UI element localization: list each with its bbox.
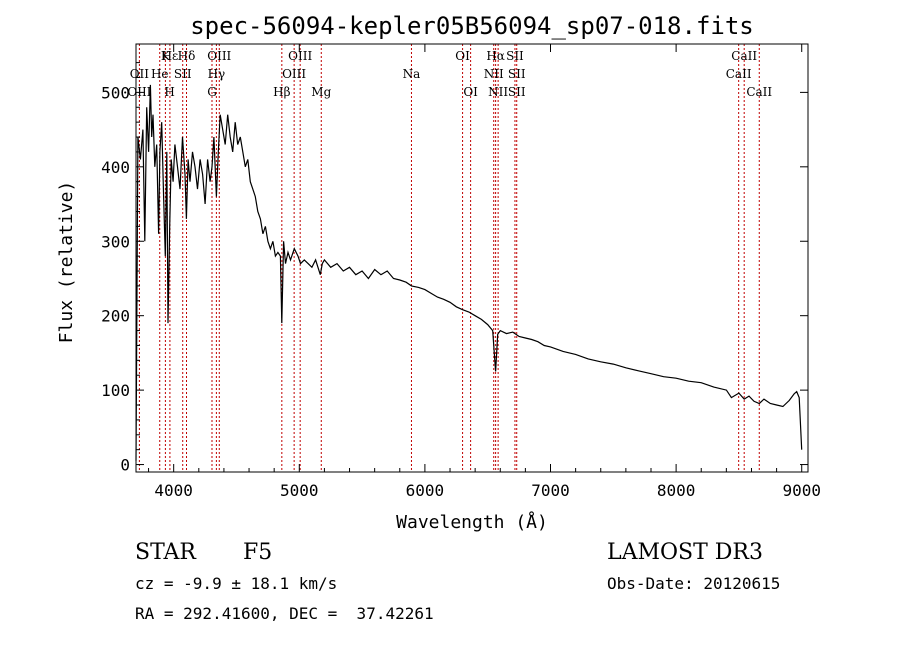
emission-line-markers <box>138 44 760 472</box>
spectrum-line <box>135 84 803 461</box>
survey-name: LAMOST DR3 <box>607 540 763 565</box>
line-label: He <box>151 67 169 81</box>
line-label: K <box>161 49 171 63</box>
observation-date: Obs-Date: 20120615 <box>607 574 781 593</box>
line-label: CaII <box>731 49 757 63</box>
line-label: Hβ <box>273 85 290 99</box>
y-tick-label: 500 <box>101 83 130 102</box>
line-label: SII <box>508 67 526 81</box>
x-tick-label: 4000 <box>154 481 193 500</box>
y-tick-label: 200 <box>101 307 130 326</box>
line-label: OIII <box>288 49 312 63</box>
line-label: Mg <box>311 85 331 99</box>
line-label: Hα <box>486 49 505 63</box>
x-tick-label: 7000 <box>531 481 570 500</box>
redshift-velocity: cz = -9.9 ± 18.1 km/s <box>135 574 338 593</box>
line-label: OII <box>130 67 150 81</box>
line-label: Na <box>403 67 421 81</box>
object-class: STAR <box>135 540 196 565</box>
line-label: NII <box>484 67 504 81</box>
line-label: Hδ <box>178 49 196 63</box>
spectrum-series <box>135 84 803 461</box>
line-label: SII <box>174 67 192 81</box>
coordinates: RA = 292.41600, DEC = 37.42261 <box>135 604 434 623</box>
line-label: Hγ <box>208 67 226 81</box>
line-label: CaII <box>726 67 752 81</box>
y-tick-label: 300 <box>101 232 130 251</box>
x-tick-label: 6000 <box>406 481 445 500</box>
line-label: NII <box>488 85 508 99</box>
line-label: Hε <box>162 49 179 63</box>
x-axis: 4000 5000 6000 7000 8000 9000 <box>148 44 821 500</box>
y-axis-label: Flux (relative) <box>56 181 77 344</box>
line-label: OIII <box>282 67 306 81</box>
line-label: CaII <box>746 85 772 99</box>
x-tick-label: 9000 <box>782 481 821 500</box>
x-axis-label: Wavelength (Å) <box>396 511 548 533</box>
line-label: SII <box>506 49 524 63</box>
y-axis: 0 100 200 300 400 500 <box>101 62 808 475</box>
chart-title: spec-56094-kepler05B56094_sp07-018.fits <box>190 12 754 40</box>
line-label: H <box>164 85 174 99</box>
y-tick-label: 400 <box>101 158 130 177</box>
line-label: G <box>207 85 217 99</box>
line-label: OI <box>455 49 470 63</box>
line-label: OIII <box>207 49 231 63</box>
line-label: OI <box>463 85 478 99</box>
y-tick-label: 0 <box>120 456 130 475</box>
plot-frame <box>135 43 809 473</box>
x-tick-label: 8000 <box>657 481 696 500</box>
y-tick-label: 100 <box>101 381 130 400</box>
object-subclass: F5 <box>243 540 273 565</box>
x-tick-label: 5000 <box>280 481 319 500</box>
line-label: SII <box>508 85 526 99</box>
